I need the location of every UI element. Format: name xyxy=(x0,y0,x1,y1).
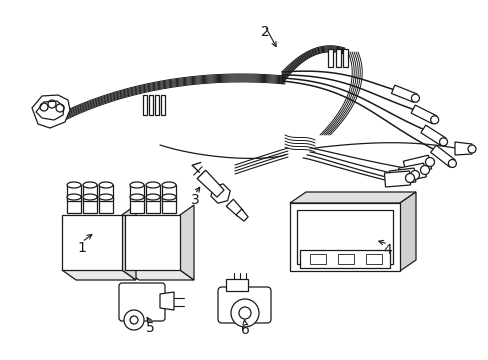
Polygon shape xyxy=(454,142,471,155)
Polygon shape xyxy=(403,155,431,175)
Polygon shape xyxy=(226,199,243,216)
Polygon shape xyxy=(289,192,415,203)
Bar xyxy=(365,254,381,264)
Circle shape xyxy=(40,103,48,111)
Bar xyxy=(309,254,325,264)
Circle shape xyxy=(124,310,143,330)
Ellipse shape xyxy=(130,194,143,200)
Circle shape xyxy=(405,174,414,183)
Circle shape xyxy=(430,116,438,124)
Polygon shape xyxy=(160,292,174,310)
Polygon shape xyxy=(327,49,332,67)
Polygon shape xyxy=(391,85,416,102)
Polygon shape xyxy=(342,49,347,67)
Polygon shape xyxy=(225,279,247,291)
Polygon shape xyxy=(420,125,445,146)
Polygon shape xyxy=(83,197,97,213)
Ellipse shape xyxy=(130,182,143,188)
Polygon shape xyxy=(430,145,454,167)
Polygon shape xyxy=(398,163,426,182)
Polygon shape xyxy=(130,197,143,213)
Text: 4: 4 xyxy=(383,243,391,257)
Text: 6: 6 xyxy=(240,323,249,337)
Polygon shape xyxy=(32,95,70,128)
Ellipse shape xyxy=(146,194,160,200)
Polygon shape xyxy=(142,95,147,115)
Bar xyxy=(337,254,353,264)
Bar xyxy=(296,210,392,264)
Polygon shape xyxy=(67,185,81,201)
Polygon shape xyxy=(125,215,180,270)
Polygon shape xyxy=(384,171,410,187)
Circle shape xyxy=(447,159,455,167)
Polygon shape xyxy=(62,215,122,270)
Circle shape xyxy=(439,138,447,146)
Ellipse shape xyxy=(146,182,160,188)
Circle shape xyxy=(410,94,419,102)
Circle shape xyxy=(48,100,56,108)
Polygon shape xyxy=(161,95,164,115)
Circle shape xyxy=(230,299,259,327)
Polygon shape xyxy=(210,184,230,203)
Circle shape xyxy=(56,104,64,112)
Circle shape xyxy=(420,166,428,175)
Polygon shape xyxy=(67,197,81,213)
Text: 1: 1 xyxy=(78,241,86,255)
Polygon shape xyxy=(388,168,415,185)
Text: 2: 2 xyxy=(260,25,269,39)
Polygon shape xyxy=(335,49,340,67)
Polygon shape xyxy=(197,170,224,197)
Circle shape xyxy=(239,307,250,319)
Polygon shape xyxy=(155,95,159,115)
Polygon shape xyxy=(99,197,113,213)
Circle shape xyxy=(425,158,434,166)
Circle shape xyxy=(409,171,419,180)
Polygon shape xyxy=(162,197,176,213)
Polygon shape xyxy=(410,105,436,124)
Polygon shape xyxy=(162,185,176,201)
Polygon shape xyxy=(62,270,136,280)
Ellipse shape xyxy=(162,194,176,200)
Ellipse shape xyxy=(67,194,81,200)
Polygon shape xyxy=(125,270,194,280)
Polygon shape xyxy=(146,185,160,201)
Circle shape xyxy=(467,145,475,153)
Polygon shape xyxy=(122,205,136,280)
Polygon shape xyxy=(99,185,113,201)
Ellipse shape xyxy=(99,182,113,188)
Ellipse shape xyxy=(83,194,97,200)
Polygon shape xyxy=(399,192,415,271)
Polygon shape xyxy=(83,185,97,201)
FancyBboxPatch shape xyxy=(218,287,270,323)
FancyBboxPatch shape xyxy=(119,283,164,321)
Circle shape xyxy=(130,316,138,324)
Ellipse shape xyxy=(83,182,97,188)
Polygon shape xyxy=(236,209,247,221)
Ellipse shape xyxy=(67,182,81,188)
Text: 5: 5 xyxy=(145,321,154,335)
Polygon shape xyxy=(299,250,389,268)
Ellipse shape xyxy=(162,182,176,188)
Text: 3: 3 xyxy=(190,193,199,207)
Ellipse shape xyxy=(99,194,113,200)
Polygon shape xyxy=(130,185,143,201)
Polygon shape xyxy=(180,205,194,280)
Polygon shape xyxy=(146,197,160,213)
Polygon shape xyxy=(289,203,399,271)
Polygon shape xyxy=(149,95,153,115)
